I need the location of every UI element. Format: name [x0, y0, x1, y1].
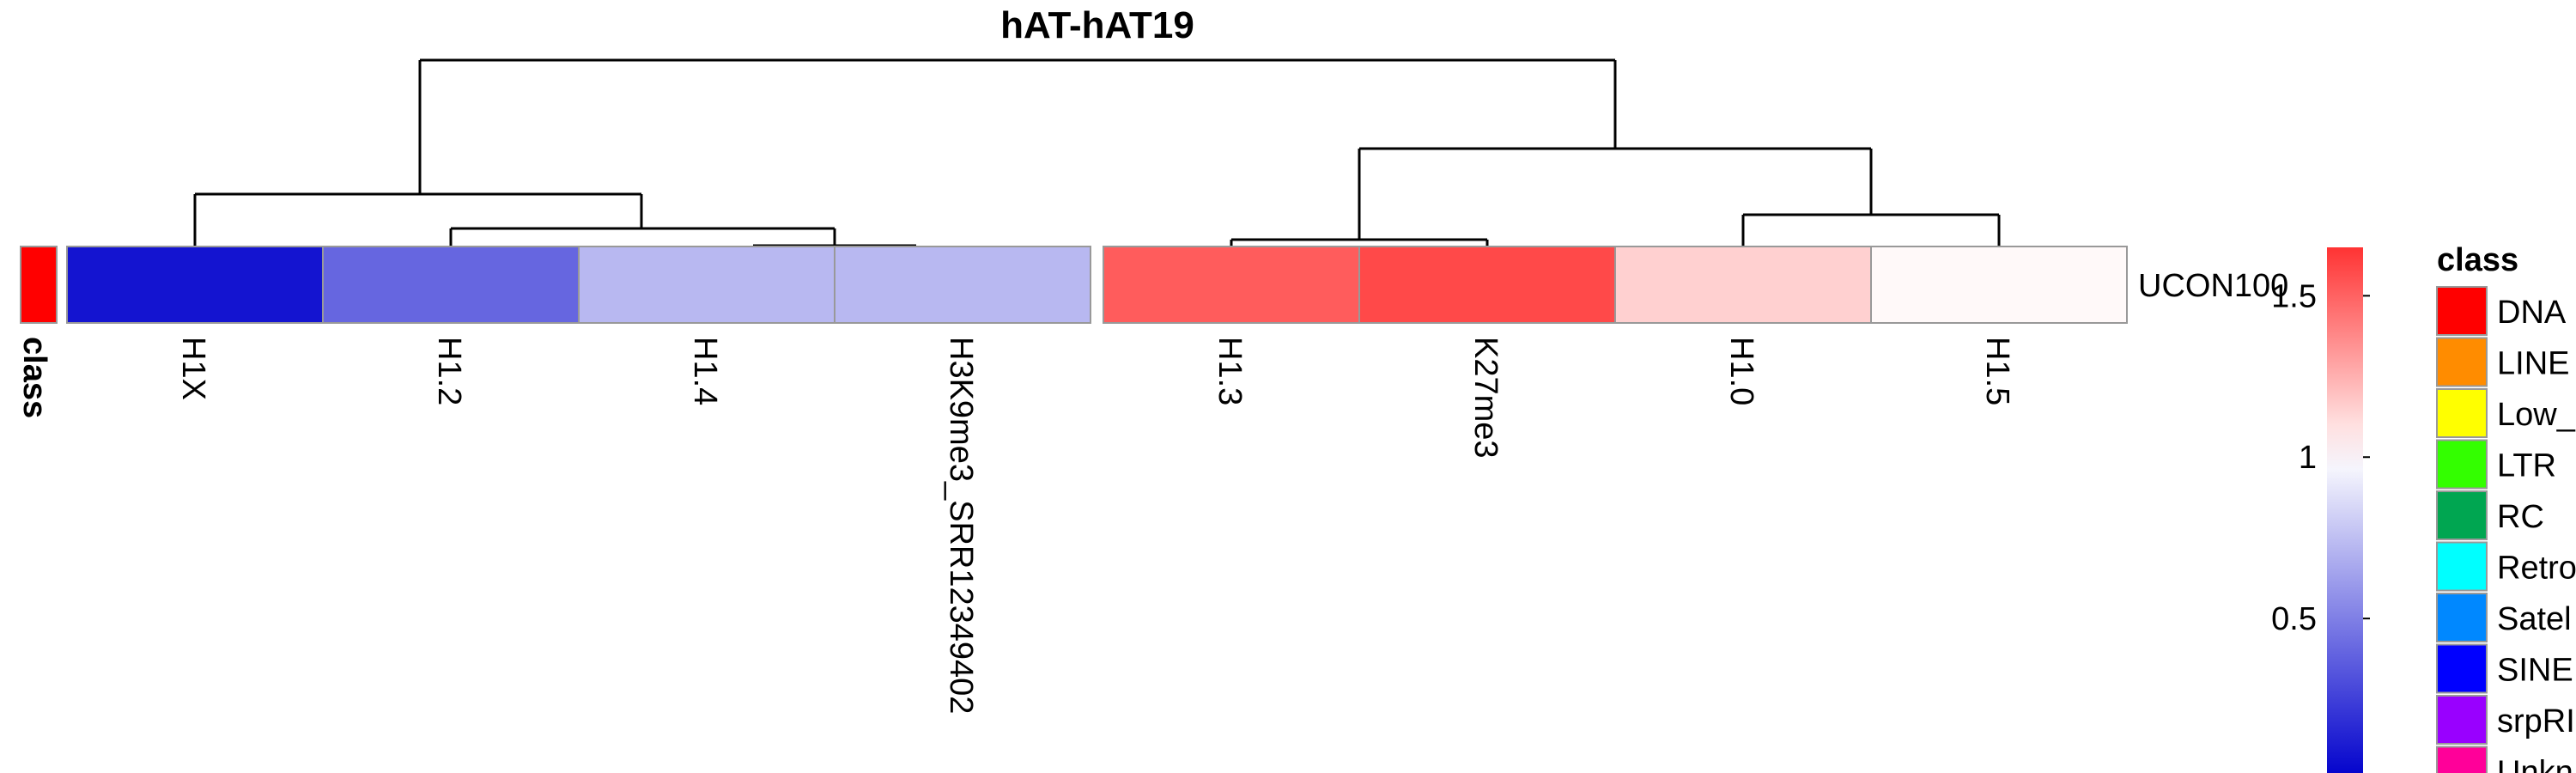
legend-swatch — [2436, 593, 2488, 642]
column-dendrogram — [193, 58, 2001, 247]
legend-item-label: srpRI — [2497, 703, 2575, 740]
heatmap-cell — [578, 246, 835, 324]
column-label: H1.3 — [1212, 337, 1248, 405]
class-annotation-cell — [20, 246, 58, 324]
legend-item-label: LTR — [2497, 448, 2556, 484]
class-strip-label: class — [16, 337, 52, 418]
heatmap-cell — [1870, 246, 2128, 324]
column-label: H3K9me3_SRR12349402 — [943, 337, 979, 714]
legend-swatch — [2436, 746, 2488, 773]
column-label: H1.5 — [1979, 337, 2015, 405]
class-legend: DNA LINE Low_ LTR RC Retro Satel SINE srpRI Unkn — [2436, 286, 2576, 773]
heatmap-cell — [834, 246, 1091, 324]
legend-swatch — [2436, 695, 2488, 745]
column-label: H1.0 — [1723, 337, 1759, 405]
column-label: H1.2 — [431, 337, 467, 405]
legend-item-label: Satel — [2497, 601, 2572, 637]
legend-swatch — [2436, 337, 2488, 387]
color-scale-tick-label: 1 — [2299, 440, 2317, 476]
row-label: UCON100 — [2138, 268, 2288, 304]
chart-title: hAT-hAT19 — [1000, 4, 1194, 46]
color-scale-ticks: 1.5 1 0.5 — [2271, 278, 2370, 637]
heatmap-cells — [66, 246, 2128, 324]
legend-item-label: DNA — [2497, 295, 2567, 331]
color-scale-tick-label: 1.5 — [2271, 278, 2317, 314]
legend-item-label: RC — [2497, 499, 2544, 535]
color-scale-tick-label: 0.5 — [2271, 601, 2317, 637]
legend-item-label: Unkn — [2497, 755, 2573, 773]
legend-swatch — [2436, 541, 2488, 592]
heatmap-cell — [1103, 246, 1360, 324]
color-scale-bar — [2327, 247, 2363, 773]
heatmap-cell — [66, 246, 324, 324]
legend-swatch — [2436, 388, 2488, 438]
legend-swatch — [2436, 643, 2488, 694]
column-label: H1.4 — [687, 337, 723, 405]
legend-swatch — [2436, 439, 2488, 490]
legend-swatch — [2436, 286, 2488, 336]
column-label: K27me3 — [1467, 337, 1504, 459]
legend-item-label: SINE — [2497, 653, 2573, 689]
heatmap-cell — [1614, 246, 1872, 324]
heatmap-cell — [1358, 246, 1616, 324]
column-labels: H1X H1.2 H1.4 H3K9me3_SRR12349402 H1.3 K27me3… — [175, 337, 2015, 714]
legend-item-label: Retro — [2497, 551, 2576, 587]
legend-item-label: LINE — [2497, 346, 2569, 382]
heatmap-cell — [322, 246, 580, 324]
legend-swatch — [2436, 490, 2488, 540]
column-label: H1X — [175, 337, 211, 400]
legend-item-label: Low_ — [2497, 397, 2576, 433]
legend-title: class — [2437, 242, 2518, 278]
